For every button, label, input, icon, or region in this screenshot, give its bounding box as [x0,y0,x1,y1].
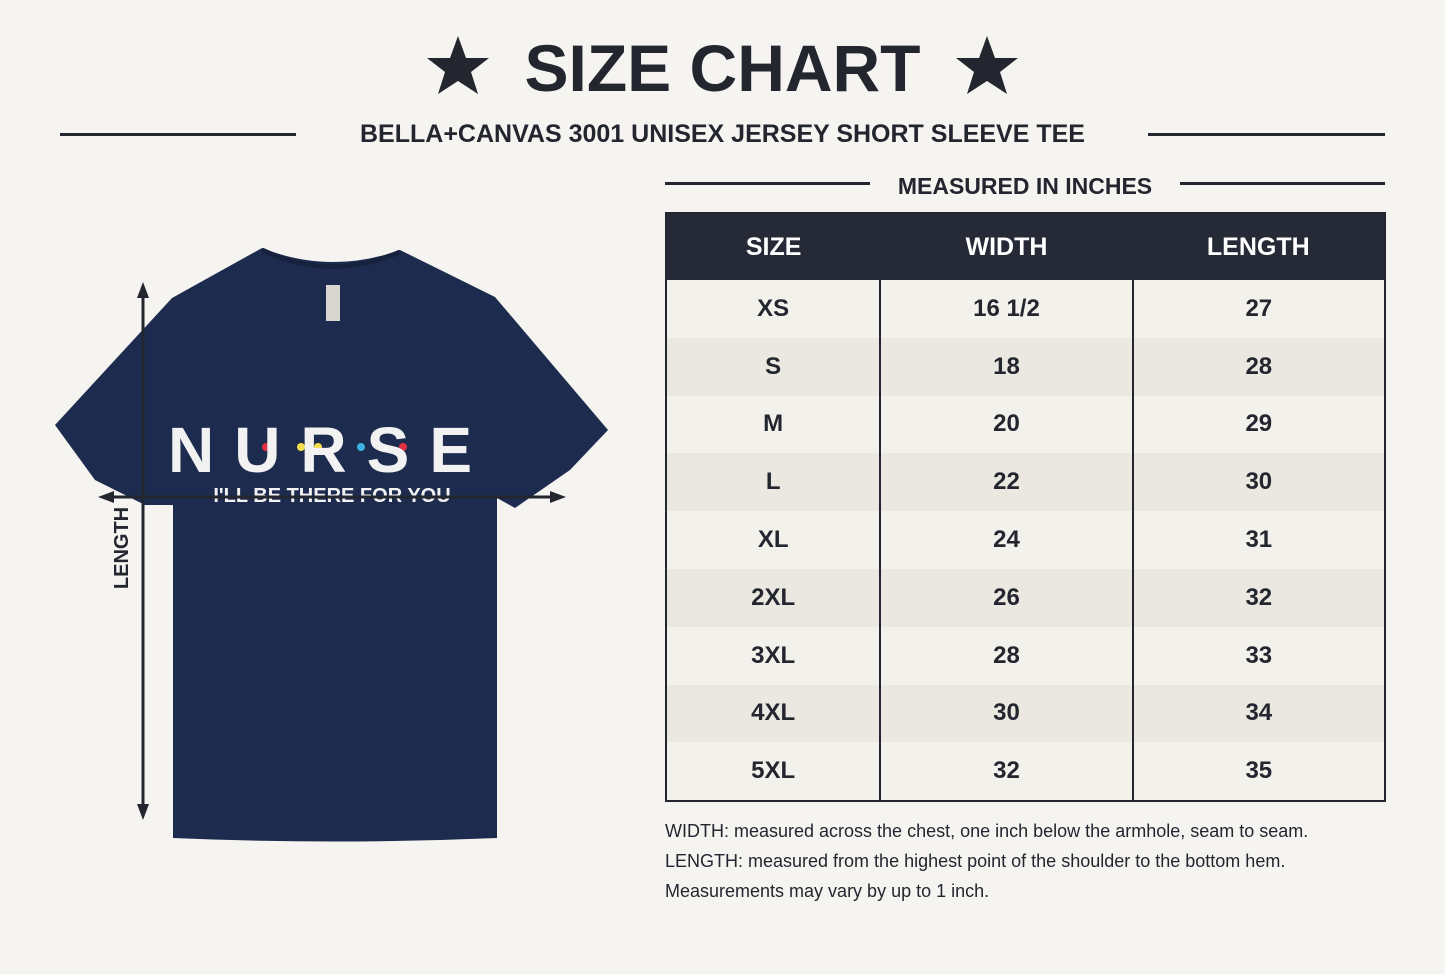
note: Measurements may vary by up to 1 inch. [665,881,990,901]
shirt [55,248,608,842]
table-cell: 33 [1131,626,1385,685]
tag [326,285,340,321]
table-cell: 22 [879,453,1133,512]
table-row: 5XL 32 35 [666,742,1385,802]
measure-label: LENGTH [111,507,133,589]
rule [60,133,296,136]
table-row: 3XL 28 33 [666,626,1385,685]
table-cell: 20 [879,395,1133,454]
table-cell: L [666,453,881,512]
table-cell: 34 [1131,684,1385,743]
table-cell: 30 [1131,453,1385,512]
table-row: L 22 30 [666,453,1385,512]
collar [260,247,401,269]
table-cell: 29 [1131,395,1385,454]
table-cell: XL [666,511,881,569]
table-cell: 24 [879,511,1133,569]
table-cell: 18 [879,337,1133,396]
table-cell: 32 [1131,568,1385,627]
note: WIDTH: measured across the chest, one in… [665,821,1309,841]
table-cell: 32 [879,742,1133,802]
table-cell: XS [666,280,881,338]
table-cell: 27 [1131,280,1385,338]
subtitle: BELLA+CANVAS 3001 UNISEX JERSEY SHORT SL… [360,120,1085,148]
table-cell: 28 [1131,337,1385,396]
table-cell: 5XL [666,742,881,802]
rule [1180,182,1385,185]
table-cell: 16 1/2 [879,280,1133,338]
column-header: LENGTH [1132,213,1385,280]
table-row: M 20 29 [666,395,1385,454]
graphic-title: NURSE [168,414,492,486]
column-header: SIZE [666,213,881,280]
rule [1148,133,1385,136]
title: SIZE CHART [524,31,921,105]
star-icon [427,36,489,94]
table-row: XS 16 1/2 27 [666,280,1385,338]
star-icon [956,36,1018,94]
table-row: 2XL 26 32 [666,568,1385,627]
table-cell: 30 [879,684,1133,743]
note: LENGTH: measured from the highest point … [665,851,1286,871]
column-header: WIDTH [880,213,1133,280]
table-cell: 4XL [666,684,881,743]
rule [665,182,870,185]
table-row: XL 24 31 [666,511,1385,569]
table-cell: 31 [1131,511,1385,569]
table-cell: 2XL [666,568,881,627]
table-caption: MEASURED IN INCHES [897,173,1153,199]
table-cell: M [666,395,881,454]
hearts [262,443,407,451]
measure-arrows [98,282,566,820]
table-cell: 26 [879,568,1133,627]
header-row: SIZE WIDTH LENGTH [666,213,1385,280]
table-row: S 18 28 [666,337,1385,396]
table-row: 4XL 30 34 [666,684,1385,743]
table-cell: 35 [1131,742,1385,802]
table-cell: 3XL [666,626,881,685]
table-cell: 28 [879,626,1133,685]
table-cell: S [666,337,881,396]
size-table: SIZE WIDTH LENGTH XS 16 1/2 27 S 18 28 M 20 29 L 22 3… [665,212,1386,803]
